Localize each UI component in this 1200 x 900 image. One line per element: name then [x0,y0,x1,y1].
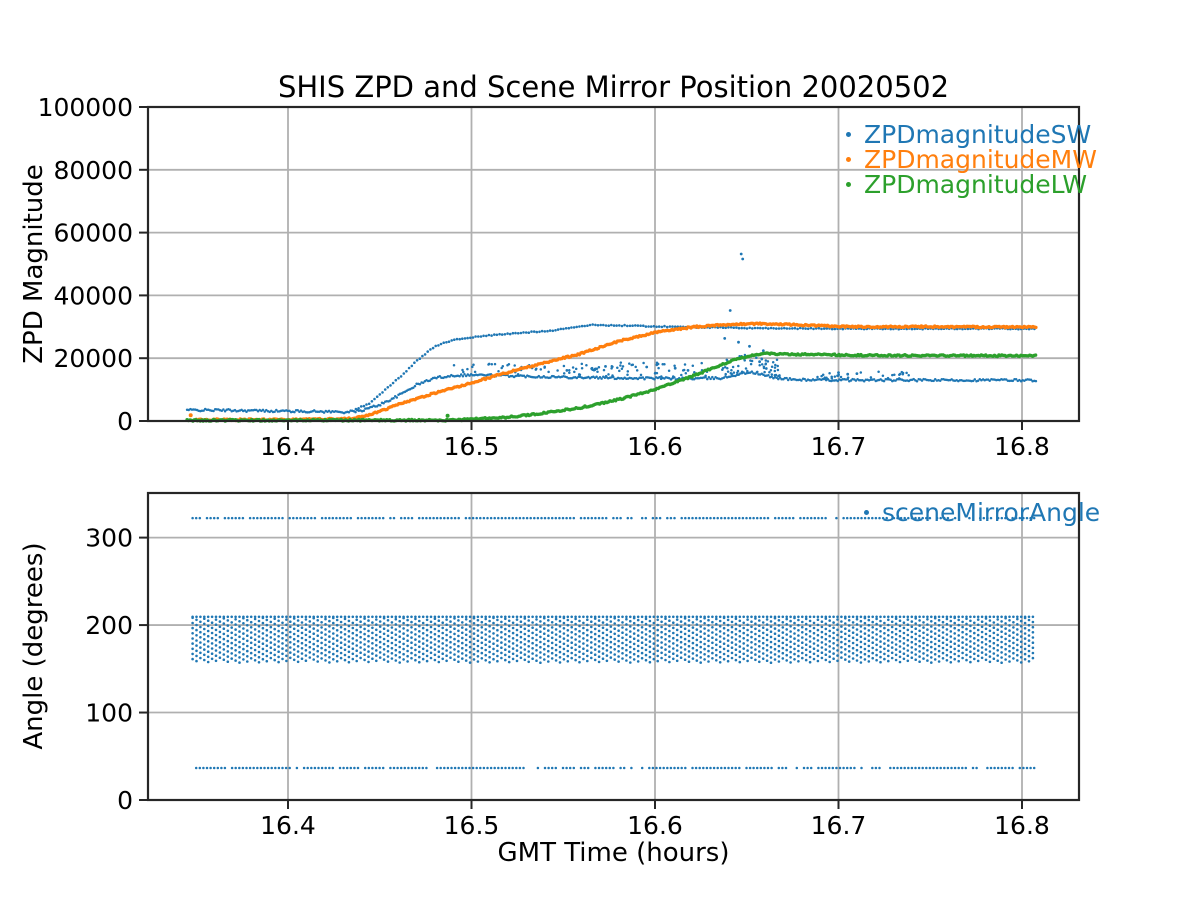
legend-marker-dot [846,157,851,162]
svg-text:16.6: 16.6 [627,432,683,461]
svg-text:0: 0 [117,407,133,436]
legend-marker-dot [846,132,851,137]
legend-row: sceneMirrorAngle [858,500,1100,525]
legend-label: sceneMirrorAngle [882,498,1101,527]
svg-text:16.5: 16.5 [444,432,500,461]
legend-label: ZPDmagnitudeLW [864,170,1088,199]
svg-text:40000: 40000 [53,281,133,310]
svg-text:20000: 20000 [53,344,133,373]
legend-row: ZPDmagnitudeMW [840,147,1097,172]
svg-text:16.4: 16.4 [260,432,316,461]
svg-text:16.8: 16.8 [994,811,1050,840]
svg-text:16.8: 16.8 [994,432,1050,461]
svg-text:100: 100 [85,699,133,728]
legend-row: ZPDmagnitudeSW [840,122,1097,147]
svg-text:100000: 100000 [38,93,133,122]
bottom-legend: sceneMirrorAngle [858,500,1100,525]
svg-text:16.6: 16.6 [627,811,683,840]
svg-text:16.5: 16.5 [444,811,500,840]
svg-text:300: 300 [85,524,133,553]
x-axis-label: GMT Time (hours) [497,838,730,868]
svg-text:60000: 60000 [53,219,133,248]
chart-title: SHIS ZPD and Scene Mirror Position 20020… [277,70,950,104]
legend-marker-dot [846,182,851,187]
svg-text:80000: 80000 [53,156,133,185]
svg-text:16.7: 16.7 [811,432,867,461]
legend-row: ZPDmagnitudeLW [840,172,1097,197]
bottom-y-axis-label: Angle (degrees) [19,542,49,750]
svg-text:200: 200 [85,611,133,640]
legend-label: ZPDmagnitudeSW [864,120,1092,149]
svg-text:16.7: 16.7 [811,811,867,840]
svg-text:16.4: 16.4 [260,811,316,840]
svg-text:0: 0 [117,786,133,815]
legend-marker-dot [864,510,869,515]
top-legend: ZPDmagnitudeSW ZPDmagnitudeMW ZPDmagnitu… [840,122,1097,197]
top-y-axis-label: ZPD Magnitude [19,164,49,364]
legend-label: ZPDmagnitudeMW [864,145,1097,174]
